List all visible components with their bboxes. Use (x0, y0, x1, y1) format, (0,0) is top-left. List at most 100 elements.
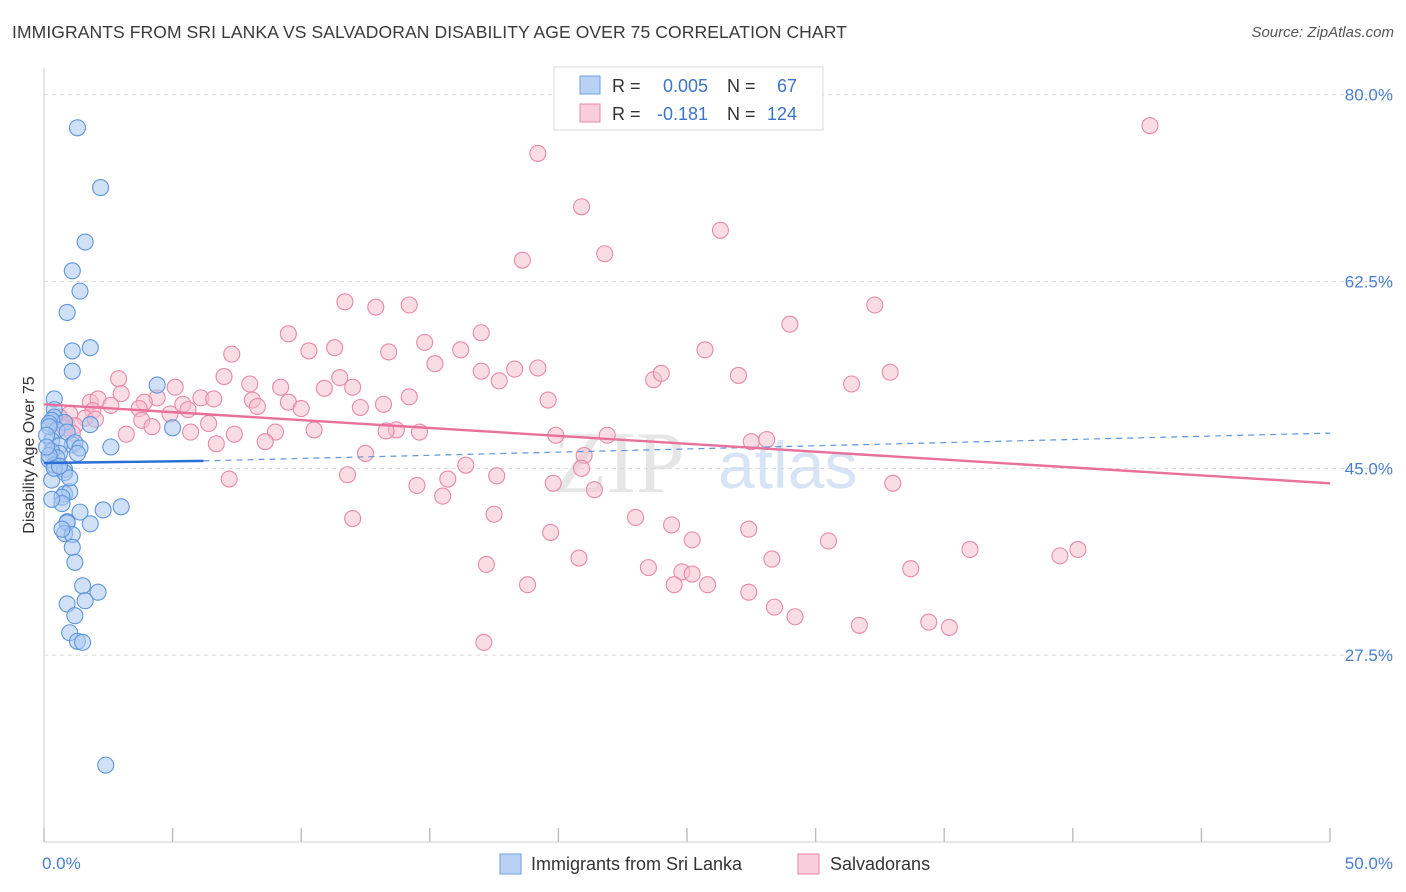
sri-lanka-point-46 (53, 520, 71, 538)
source-label: Source: ZipAtlas.com (1251, 24, 1394, 41)
salvadoran-point-104 (570, 549, 588, 567)
sri-lanka-point-52 (58, 595, 76, 613)
sri-lanka-point-56 (74, 633, 92, 651)
legend-n-value-1: 67 (777, 76, 797, 96)
salvadoran-point-69 (225, 425, 243, 443)
y-axis-label: Disability Age Over 75 (21, 376, 38, 534)
sri-lanka-point-53 (66, 607, 84, 625)
salvadoran-point-27 (110, 370, 128, 388)
salvadoran-point-99 (663, 516, 681, 534)
salvadoran-point-103 (542, 523, 560, 541)
salvadoran-point-111 (1069, 540, 1087, 559)
sri-lanka-point-51 (76, 592, 94, 610)
salvadoran-point-94 (344, 509, 362, 528)
salvadoran-point-28 (215, 367, 233, 386)
salvadoran-point-18 (300, 342, 318, 360)
sri-lanka-point-8 (63, 362, 81, 380)
salvadorans-points (45, 117, 1159, 651)
salvadoran-point-50 (205, 390, 223, 408)
sri-lanka-point-4 (71, 282, 89, 300)
salvadoran-point-68 (143, 418, 161, 436)
sri-lanka-point-14 (81, 416, 99, 434)
salvadoran-point-21 (472, 362, 490, 380)
salvadoran-point-31 (490, 372, 508, 390)
salvadoran-trend-line (43, 403, 1331, 485)
sri-lanka-point-66 (43, 490, 61, 508)
sri-lanka-point-15 (164, 419, 182, 437)
sri-lanka-point-49 (74, 577, 92, 595)
salvadoran-point-77 (207, 435, 225, 453)
sri-lanka-points (38, 119, 182, 774)
salvadoran-point-41 (400, 388, 418, 406)
salvadoran-point-81 (758, 430, 776, 449)
salvadoran-point-90 (544, 474, 562, 492)
salvadoran-point-7 (367, 298, 385, 316)
salvadoran-point-36 (166, 378, 184, 396)
x-ticks (43, 828, 1331, 842)
bottom-legend-label-sri-lanka: Immigrants from Sri Lanka (531, 854, 743, 874)
salvadoran-point-15 (452, 341, 470, 359)
salvadoran-point-30 (344, 378, 362, 396)
y-tick-label-2: 45.0% (1345, 459, 1393, 478)
grid-lines (44, 94, 1393, 656)
watermark-zip: ZIP (553, 415, 685, 512)
sri-lanka-trend-line (43, 459, 204, 465)
salvadoran-point-89 (439, 470, 457, 488)
salvadoran-point-75 (598, 426, 616, 444)
salvadoran-point-56 (161, 405, 179, 423)
legend-swatch-pink (579, 103, 601, 123)
legend-r-value-1: 0.005 (663, 76, 708, 96)
sri-lanka-point-5 (58, 303, 76, 322)
salvadoran-point-6 (336, 293, 354, 311)
salvadoran-point-34 (241, 375, 259, 393)
legend-n-label-1: N = (727, 76, 756, 96)
salvadoran-point-107 (763, 550, 781, 568)
salvadoran-point-101 (740, 520, 758, 538)
salvadoran-point-2 (572, 198, 591, 216)
salvadoran-point-86 (457, 456, 475, 474)
salvadoran-point-115 (683, 565, 701, 583)
bottom-legend: Immigrants from Sri Lanka Salvadorans (499, 853, 930, 875)
salvadoran-point-83 (356, 444, 375, 462)
sri-lanka-point-2 (76, 233, 94, 251)
salvadoran-point-1 (529, 144, 547, 162)
salvadoran-point-12 (472, 324, 490, 342)
salvadoran-point-5 (513, 251, 531, 269)
sri-lanka-trend-extension (203, 432, 1331, 462)
sri-lanka-point-1 (92, 179, 110, 197)
sri-lanka-point-7 (63, 342, 81, 360)
salvadoran-point-8 (400, 296, 418, 314)
salvadoran-point-114 (665, 576, 683, 594)
x-tick-label-min: 0.0% (42, 854, 81, 873)
salvadoran-point-53 (374, 395, 393, 413)
salvadoran-point-57 (179, 401, 197, 419)
salvadoran-point-51 (248, 397, 267, 415)
salvadoran-point-19 (380, 343, 398, 361)
salvadoran-point-120 (850, 616, 868, 634)
salvadoran-point-9 (866, 296, 884, 314)
salvadoran-point-112 (477, 555, 495, 573)
bottom-legend-label-salvadorans: Salvadorans (830, 854, 930, 874)
legend-swatch-blue (579, 75, 601, 95)
trend-lines (43, 403, 1331, 485)
salvadoran-point-71 (305, 421, 323, 439)
salvadoran-point-125 (377, 422, 395, 440)
sri-lanka-point-57 (97, 756, 115, 774)
salvadoran-point-96 (572, 459, 591, 477)
salvadoran-point-108 (902, 560, 920, 578)
sri-lanka-point-3 (63, 262, 81, 280)
legend-r-value-2: -0.181 (657, 104, 708, 124)
salvadoran-point-67 (200, 414, 218, 433)
y-tick-labels: 80.0% 62.5% 45.0% 27.5% (1345, 86, 1393, 665)
salvadoran-point-97 (585, 481, 603, 499)
salvadoran-point-35 (272, 378, 290, 396)
salvadoran-point-122 (765, 598, 783, 616)
salvadoran-point-87 (220, 470, 238, 488)
salvadoran-point-123 (475, 633, 493, 651)
sri-lanka-point-38 (112, 498, 130, 516)
sri-lanka-point-63 (61, 469, 79, 487)
salvadoran-point-26 (881, 363, 899, 381)
legend-n-label-2: N = (727, 104, 756, 124)
salvadoran-point-92 (408, 476, 426, 494)
